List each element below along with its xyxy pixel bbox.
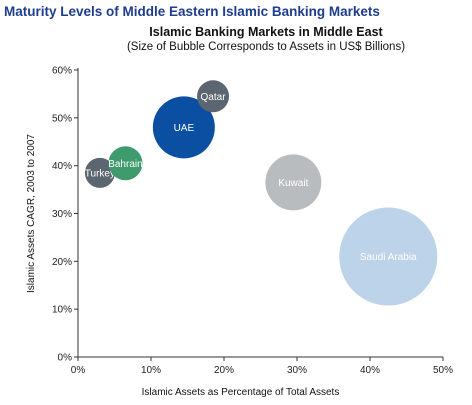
chart-subtitle: (Size of Bubble Corresponds to Assets in… xyxy=(126,41,406,53)
y-axis-label: Islamic Assets CAGR, 2003 to 2007 xyxy=(26,134,37,293)
bubble-saudi-arabia xyxy=(339,207,438,306)
bubble-uae xyxy=(152,96,215,159)
y-tick-label: 60% xyxy=(52,66,72,77)
x-tick-label: 50% xyxy=(433,365,453,376)
header-title: Maturity Levels of Middle Eastern Islami… xyxy=(4,4,380,19)
axes: 0% 10% 20% 30% 40% 50% 60% 0% 10% 20% 30% 40% 50% xyxy=(52,66,453,377)
x-axis-label: Islamic Assets as Percentage of Total As… xyxy=(142,387,340,398)
bubble-label-uae: UAE xyxy=(174,123,195,134)
bubble-qatar xyxy=(197,80,230,113)
bubble-bahrain xyxy=(108,146,143,181)
bubble-turkey xyxy=(84,157,115,188)
bubble-label-bahrain: Bahrain xyxy=(108,159,142,170)
bubble-label-saudi-arabia: Saudi Arabia xyxy=(360,252,417,263)
y-tick-label: 30% xyxy=(52,209,72,220)
bubble-kuwait xyxy=(265,154,322,211)
x-tick-label: 20% xyxy=(214,365,234,376)
y-tick-label: 10% xyxy=(52,305,72,316)
chart-title: Islamic Banking Markets in Middle East xyxy=(149,25,383,39)
x-tick-label: 0% xyxy=(71,365,86,376)
y-tick-label: 50% xyxy=(52,113,72,124)
bubble-label-kuwait: Kuwait xyxy=(278,178,308,189)
bubble-label-turkey: Turkey xyxy=(85,168,115,179)
y-tick-label: 40% xyxy=(52,161,72,172)
y-tick-label: 20% xyxy=(52,257,72,268)
y-tick-label: 0% xyxy=(58,353,73,364)
bubble-label-qatar: Qatar xyxy=(201,92,227,103)
x-tick-label: 10% xyxy=(141,365,161,376)
x-tick-label: 30% xyxy=(287,365,307,376)
x-tick-label: 40% xyxy=(360,365,380,376)
